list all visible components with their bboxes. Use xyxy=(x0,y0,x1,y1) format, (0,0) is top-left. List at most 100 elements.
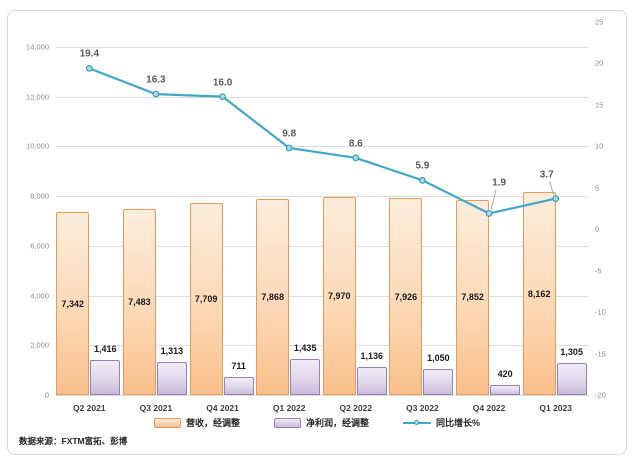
bar-revenue xyxy=(456,199,490,395)
right-axis-tick: -5 xyxy=(595,266,602,276)
bar-value-label: 7,926 xyxy=(394,291,418,302)
legend-label: 净利润，经调整 xyxy=(305,418,369,428)
bar-value-label: 1,305 xyxy=(560,346,583,357)
x-axis-label: Q3 2021 xyxy=(139,403,173,413)
growth-point-marker xyxy=(285,144,293,152)
growth-point-marker xyxy=(85,65,93,72)
grid-line xyxy=(56,196,589,198)
bar-value-label: 1,050 xyxy=(427,352,450,363)
left-axis-tick: 10,000 xyxy=(26,141,49,151)
bar-revenue xyxy=(389,197,423,395)
growth-point-marker xyxy=(352,154,360,162)
bar-value-label: 7,852 xyxy=(461,292,484,303)
growth-point-marker xyxy=(552,195,560,203)
x-axis-label: Q2 2022 xyxy=(339,403,373,413)
source-note: 数据来源：FXTM富拓、彭博 xyxy=(19,436,128,446)
x-axis-label: Q4 2022 xyxy=(472,403,506,413)
legend: 营收，经调整 净利润，经调整 同比增长% xyxy=(8,416,626,429)
left-axis-tick: 12,000 xyxy=(26,92,49,102)
growth-line-layer xyxy=(85,65,560,217)
legend-item-purple: 净利润，经调整 xyxy=(273,416,369,429)
right-axis-tick: 25 xyxy=(595,17,604,27)
bar-profit xyxy=(423,368,454,395)
legend-label: 同比增长% xyxy=(436,418,481,428)
plot-area: 7,342 7,483 7,709 7,868 7,970 7,926 7,852 8,162… xyxy=(56,22,589,396)
bar-profit xyxy=(490,384,521,395)
bar-value-label: 8,162 xyxy=(527,288,551,299)
growth-value-label: 8.6 xyxy=(348,138,363,150)
bar-profit xyxy=(90,359,121,395)
bar-value-label: 7,483 xyxy=(128,297,151,307)
chart-frame: 0 2,000 4,000 6,000 8,000 10,000 12,000 14,000 … xyxy=(7,10,627,455)
growth-value-label: 16.0 xyxy=(212,77,233,89)
x-axis-label: Q4 2021 xyxy=(206,403,239,413)
x-axis-label: Q1 2023 xyxy=(539,403,572,413)
growth-point-marker xyxy=(219,93,227,100)
growth-value-label: 5.9 xyxy=(415,160,430,172)
bar-revenue xyxy=(322,196,356,395)
bar-profit xyxy=(156,362,187,395)
x-axis-label: Q3 2022 xyxy=(406,403,439,413)
bar-value-label: 7,970 xyxy=(328,290,351,301)
label-leader-line xyxy=(549,181,555,195)
growth-line xyxy=(88,67,556,215)
left-axis-tick: 6,000 xyxy=(30,241,49,251)
legend-swatch-orange-icon xyxy=(153,417,181,428)
growth-value-label: 3.7 xyxy=(539,169,554,181)
left-axis-tick: 14,000 xyxy=(26,42,49,52)
right-axis-tick: -20 xyxy=(595,390,606,400)
bar-value-label: 7,342 xyxy=(61,298,85,309)
bar-revenue xyxy=(122,208,156,395)
bar-value-label: 711 xyxy=(231,361,246,372)
grid-line xyxy=(56,245,589,247)
grid-line xyxy=(56,295,589,297)
bar-value-label: 420 xyxy=(497,368,513,379)
growth-value-label: 16.3 xyxy=(146,74,166,86)
bar-revenue xyxy=(56,212,90,395)
bar-value-label: 1,136 xyxy=(360,350,384,361)
right-axis-tick: -10 xyxy=(595,307,606,317)
bar-profit xyxy=(223,377,254,395)
legend-item-orange: 营收，经调整 xyxy=(153,416,240,429)
right-axis-tick: 15 xyxy=(595,100,604,110)
bar-value-label: 7,868 xyxy=(261,292,284,303)
left-axis-tick: 4,000 xyxy=(30,291,49,300)
growth-value-label: 9.8 xyxy=(282,128,297,140)
growth-point-marker xyxy=(152,90,160,98)
right-axis-tick: 5 xyxy=(595,183,600,193)
legend-item-growth: 同比增长% xyxy=(403,416,480,429)
label-leader-line xyxy=(490,189,497,210)
bar-revenue xyxy=(256,199,290,395)
x-axis-label: Q2 2021 xyxy=(72,403,106,413)
grid-line xyxy=(56,46,589,48)
grid-line xyxy=(56,345,589,347)
bar-revenue xyxy=(189,203,223,395)
bar-profit xyxy=(356,366,387,395)
bar-profit xyxy=(290,359,321,395)
grid-line xyxy=(56,96,589,98)
bar-revenue xyxy=(522,192,556,395)
right-axis-tick: -15 xyxy=(595,349,606,359)
right-axis-tick: 0 xyxy=(595,224,600,234)
bar-value-label: 1,435 xyxy=(293,343,317,354)
legend-line-swatch-icon xyxy=(403,418,431,428)
bar-value-label: 1,416 xyxy=(94,343,117,354)
legend-label: 营收，经调整 xyxy=(185,418,240,428)
left-axis-tick: 2,000 xyxy=(30,340,49,350)
growth-value-label: 19.4 xyxy=(79,48,100,60)
growth-point-marker xyxy=(419,176,426,184)
right-axis-tick: 10 xyxy=(595,141,604,151)
grid-line xyxy=(56,395,589,396)
left-axis-tick: 8,000 xyxy=(30,191,49,201)
legend-swatch-purple-icon xyxy=(273,417,301,428)
left-axis-tick: 0 xyxy=(44,390,49,400)
x-axis-label: Q1 2022 xyxy=(272,403,306,413)
bar-value-label: 7,709 xyxy=(194,294,218,305)
growth-value-label: 1.9 xyxy=(492,177,507,188)
grid-line xyxy=(56,146,589,148)
bar-value-label: 1,313 xyxy=(160,346,184,357)
growth-point-marker xyxy=(485,210,493,217)
right-axis-tick: 20 xyxy=(595,58,604,68)
bar-profit xyxy=(556,362,587,395)
legend-line-marker xyxy=(414,419,419,425)
